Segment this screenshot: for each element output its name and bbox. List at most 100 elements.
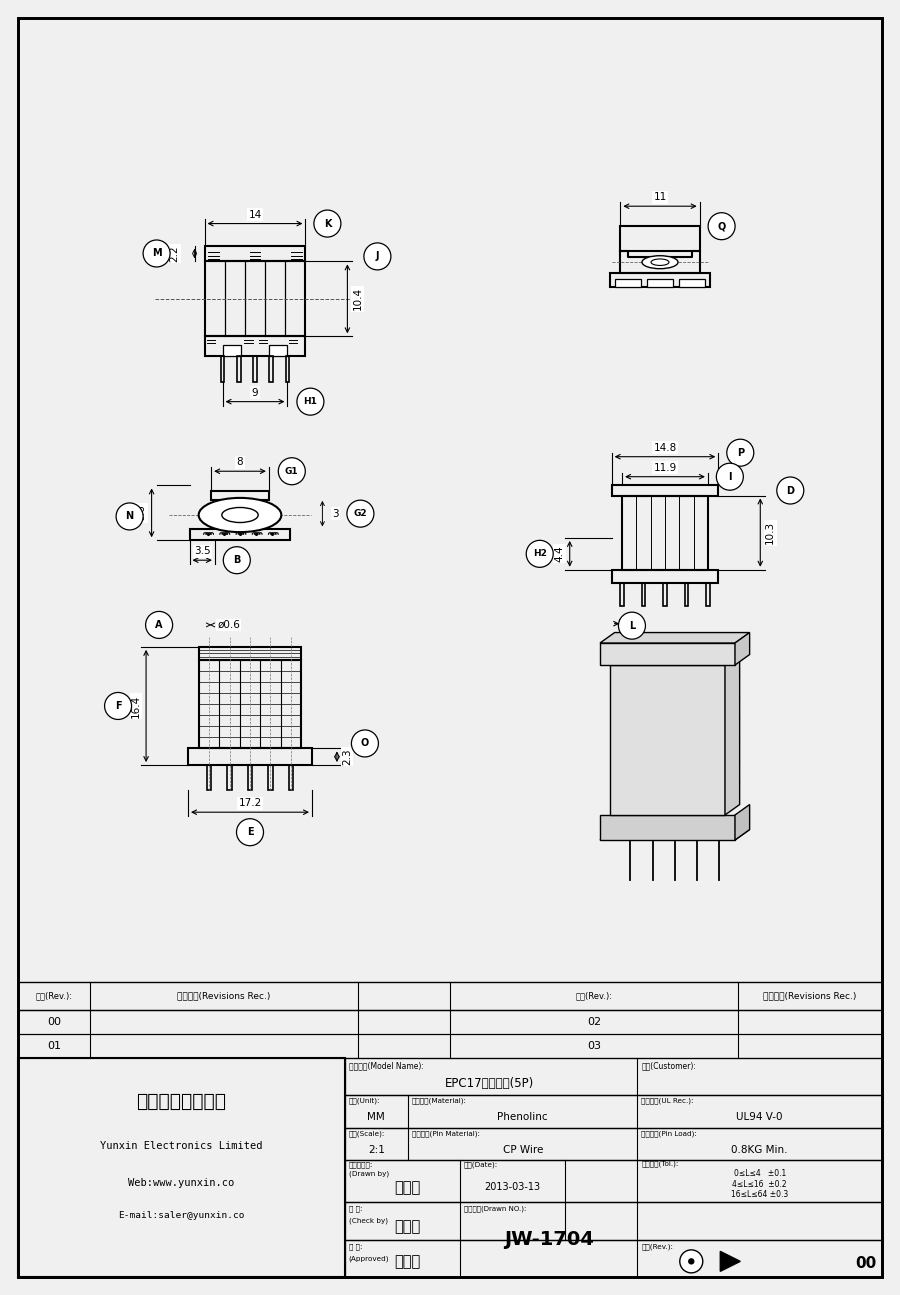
Polygon shape — [600, 815, 735, 840]
Text: 00: 00 — [47, 1017, 61, 1027]
Circle shape — [618, 613, 645, 640]
Text: D: D — [787, 486, 795, 496]
Text: 10.4: 10.4 — [353, 287, 363, 311]
Text: 00: 00 — [855, 1256, 876, 1272]
Text: E: E — [247, 828, 253, 837]
Text: L: L — [629, 620, 635, 631]
Ellipse shape — [642, 255, 678, 268]
Bar — [285, 356, 289, 382]
Text: H2: H2 — [533, 549, 546, 558]
Bar — [616, 280, 642, 287]
Bar — [253, 356, 256, 382]
Bar — [18, 982, 882, 1010]
Text: 11: 11 — [653, 192, 667, 202]
Ellipse shape — [651, 259, 669, 265]
Bar — [622, 496, 707, 570]
Bar — [269, 346, 287, 356]
Bar — [345, 1160, 882, 1202]
Bar — [18, 1010, 882, 1033]
Text: I: I — [728, 471, 732, 482]
Text: (Check by): (Check by) — [348, 1217, 388, 1224]
Text: 规格描述(Model Name):: 规格描述(Model Name): — [348, 1061, 424, 1070]
Text: 14: 14 — [248, 210, 262, 220]
Polygon shape — [720, 1251, 741, 1272]
Text: 校 对:: 校 对: — [348, 1206, 362, 1212]
Bar — [345, 1202, 882, 1239]
Bar — [212, 491, 269, 500]
Text: J: J — [375, 251, 379, 262]
Circle shape — [346, 500, 374, 527]
Text: P: P — [737, 448, 743, 457]
Bar — [612, 484, 718, 496]
Bar — [207, 765, 211, 790]
Text: 01: 01 — [47, 1041, 61, 1052]
Text: UL94 V-0: UL94 V-0 — [736, 1112, 783, 1123]
Text: 0≤L≤4   ±0.1: 0≤L≤4 ±0.1 — [734, 1169, 786, 1178]
Ellipse shape — [199, 497, 282, 532]
Text: 3.5: 3.5 — [194, 546, 211, 556]
Text: JW-1704: JW-1704 — [504, 1230, 594, 1250]
Text: 17.2: 17.2 — [238, 798, 262, 808]
Polygon shape — [600, 632, 750, 644]
Text: 2.2: 2.2 — [169, 245, 180, 262]
Bar — [609, 273, 710, 287]
Text: 修改记录(Revisions Rec.): 修改记录(Revisions Rec.) — [763, 992, 857, 1001]
Text: G2: G2 — [354, 509, 367, 518]
Text: 单位(Unit):: 单位(Unit): — [348, 1098, 380, 1105]
Circle shape — [278, 457, 305, 484]
Bar — [18, 1058, 345, 1277]
Text: MM: MM — [367, 1112, 385, 1123]
Circle shape — [116, 502, 143, 530]
Bar — [237, 356, 240, 382]
Text: 6.6: 6.6 — [137, 505, 147, 521]
Text: L: L — [617, 619, 624, 628]
Bar — [679, 280, 705, 287]
Bar — [706, 583, 709, 606]
Text: 版本(Rev.):: 版本(Rev.): — [642, 1243, 673, 1250]
Circle shape — [777, 477, 804, 504]
Bar — [612, 570, 718, 583]
Bar — [18, 1033, 882, 1058]
Circle shape — [680, 1250, 703, 1273]
Circle shape — [727, 439, 754, 466]
Bar — [289, 765, 293, 790]
Bar — [345, 1096, 882, 1128]
Text: 工程与设计:: 工程与设计: — [348, 1162, 373, 1168]
Circle shape — [526, 540, 554, 567]
Text: 4.4: 4.4 — [554, 545, 564, 562]
Bar — [620, 583, 624, 606]
Bar — [345, 1128, 882, 1160]
Bar — [204, 337, 305, 356]
Text: M: M — [152, 249, 161, 259]
Text: 修改记录(Revisions Rec.): 修改记录(Revisions Rec.) — [177, 992, 271, 1001]
Text: Yunxin Electronics Limited: Yunxin Electronics Limited — [100, 1141, 263, 1150]
Text: CP Wire: CP Wire — [502, 1145, 543, 1155]
Polygon shape — [610, 666, 725, 815]
Text: 2013-03-13: 2013-03-13 — [484, 1182, 541, 1193]
Polygon shape — [735, 804, 750, 840]
Polygon shape — [735, 632, 750, 666]
Bar — [199, 648, 302, 660]
Text: 3: 3 — [332, 509, 339, 518]
Bar — [663, 583, 667, 606]
Text: EPC17立式单边(5P): EPC17立式单边(5P) — [446, 1077, 535, 1090]
Circle shape — [716, 464, 743, 491]
Text: 张生坤: 张生坤 — [394, 1254, 420, 1269]
Text: K: K — [324, 219, 331, 228]
Polygon shape — [600, 644, 735, 666]
Text: N: N — [125, 512, 134, 522]
Circle shape — [143, 240, 170, 267]
Polygon shape — [600, 830, 750, 840]
Bar — [345, 1058, 882, 1096]
Bar — [642, 583, 645, 606]
Bar — [190, 530, 291, 540]
Circle shape — [364, 243, 391, 269]
Circle shape — [314, 210, 341, 237]
Text: 韦景川: 韦景川 — [394, 1219, 420, 1234]
Text: G1: G1 — [285, 466, 299, 475]
Circle shape — [237, 818, 264, 846]
Text: 刘水强: 刘水强 — [394, 1180, 420, 1195]
Text: 针脚拉力(Pin Load):: 针脚拉力(Pin Load): — [642, 1131, 698, 1137]
Circle shape — [708, 212, 735, 240]
Text: 版本(Rev.):: 版本(Rev.): — [575, 992, 613, 1001]
